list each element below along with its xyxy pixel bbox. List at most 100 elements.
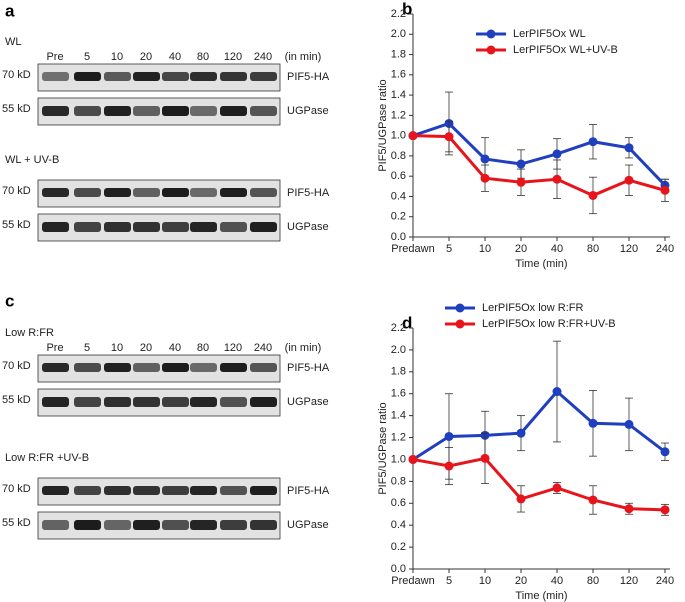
legend-marker (455, 303, 465, 313)
lane-label: Pre (46, 342, 63, 354)
lane-label: 240 (254, 342, 272, 354)
y-tick-label: 1.8 (391, 48, 406, 60)
data-point (624, 504, 634, 514)
data-point (660, 505, 670, 515)
condition-label: WL (5, 36, 22, 48)
band (190, 222, 217, 232)
unit-label: (in min) (285, 51, 322, 63)
lane-label: 120 (224, 342, 242, 354)
lane-label: 120 (224, 51, 242, 63)
y-tick-label: 1.4 (391, 410, 406, 422)
band (220, 363, 247, 372)
legend-label: LerPIF5Ox WL+UV-B (513, 44, 618, 56)
band (190, 72, 217, 81)
y-tick-label: 1.2 (391, 109, 406, 121)
band (162, 222, 189, 232)
x-axis-title: Time (min) (515, 590, 567, 602)
data-point (624, 419, 634, 429)
band (133, 188, 160, 197)
data-point (624, 175, 634, 185)
y-tick-label: 1.0 (391, 130, 406, 142)
band (104, 363, 131, 372)
data-point (408, 454, 418, 464)
band (74, 397, 101, 407)
data-point (480, 173, 490, 183)
band (74, 72, 101, 81)
condition-label: WL + UV-B (5, 154, 59, 166)
band (250, 397, 277, 407)
band (42, 72, 69, 81)
x-tick-label: 5 (446, 575, 452, 587)
protein-label: PIF5-HA (287, 187, 330, 199)
data-point (588, 495, 598, 505)
y-axis-title: PIF5/UGPase ratio (377, 402, 389, 494)
band (162, 188, 189, 197)
band (74, 520, 101, 530)
protein-label: UGPase (287, 519, 329, 531)
band (220, 397, 247, 407)
lane-label: 20 (140, 51, 152, 63)
protein-label: PIF5-HA (287, 71, 330, 83)
panel-letter: b (402, 0, 412, 18)
band (250, 486, 277, 495)
condition-label: Low R:FR +UV-B (5, 452, 89, 464)
series-line (412, 134, 666, 198)
band (104, 106, 131, 116)
band (74, 363, 101, 372)
band (133, 72, 160, 81)
data-point (624, 143, 634, 153)
band (250, 363, 277, 372)
size-label: 55 kD (2, 103, 31, 115)
legend-marker (455, 319, 465, 329)
band (133, 486, 160, 495)
series-line (412, 456, 666, 512)
legend-marker (486, 29, 496, 39)
data-point (444, 461, 454, 471)
band (133, 520, 160, 530)
band (250, 106, 277, 116)
panel-letter: c (5, 291, 14, 310)
band (162, 72, 189, 81)
band (220, 188, 247, 197)
lane-label: 20 (140, 342, 152, 354)
data-point (444, 431, 454, 441)
band (220, 486, 247, 495)
panel-letter: d (402, 313, 412, 332)
size-label: 70 kD (2, 360, 31, 372)
band (190, 106, 217, 116)
band (74, 222, 101, 232)
unit-label: (in min) (285, 342, 322, 354)
y-tick-label: 1.6 (391, 69, 406, 81)
band (133, 363, 160, 372)
protein-label: PIF5-HA (287, 485, 330, 497)
band (42, 363, 69, 372)
y-tick-label: 1.4 (391, 89, 406, 101)
band (104, 72, 131, 81)
data-point (552, 174, 562, 184)
band (42, 222, 69, 232)
band (104, 222, 131, 232)
x-tick-label: 40 (551, 243, 563, 255)
x-tick-label: 40 (551, 575, 563, 587)
lane-label: 40 (169, 342, 181, 354)
panel-letter: a (5, 1, 15, 20)
band (220, 72, 247, 81)
condition-label: Low R:FR (5, 327, 54, 339)
size-label: 70 kD (2, 483, 31, 495)
lane-label: 5 (84, 51, 90, 63)
band (250, 188, 277, 197)
data-point (660, 447, 670, 457)
lane-label: 40 (169, 51, 181, 63)
x-tick-label: 80 (587, 243, 599, 255)
data-point (480, 154, 490, 164)
data-point (516, 494, 526, 504)
x-tick-label: Predawn (391, 243, 434, 255)
x-tick-label: 10 (479, 243, 491, 255)
band (190, 397, 217, 407)
lane-label: Pre (46, 51, 63, 63)
legend-label: LerPIF5Ox low R:FR+UV-B (482, 318, 616, 330)
band (42, 397, 69, 407)
band (74, 486, 101, 495)
protein-label: PIF5-HA (287, 362, 330, 374)
y-tick-label: 2.2 (391, 322, 406, 334)
